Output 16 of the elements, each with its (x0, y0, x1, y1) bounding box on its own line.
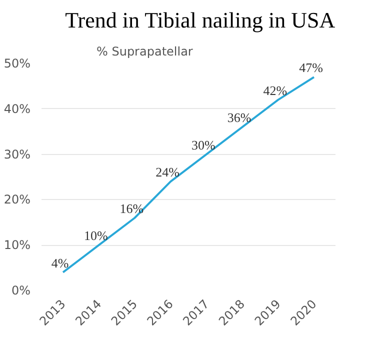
y-tick-label: 50% (4, 56, 30, 70)
data-label: 4% (51, 255, 69, 270)
chart-subtitle: % Suprapatellar (96, 44, 193, 58)
y-tick-label: 20% (4, 192, 30, 207)
data-label: 10% (84, 228, 108, 244)
data-label: 47% (299, 60, 324, 76)
data-label: 16% (120, 200, 144, 216)
y-tick-label: 40% (4, 102, 30, 116)
chart-title: Trend in Tibial nailing in USA (65, 8, 336, 32)
y-tick-label: 10% (4, 238, 30, 252)
data-label: 24% (156, 164, 180, 180)
data-label: 30% (192, 137, 216, 152)
data-label: 42% (263, 82, 288, 98)
y-tick-label: 0% (11, 284, 31, 298)
data-label: 36% (227, 110, 252, 126)
y-tick-label: 30% (4, 147, 30, 162)
